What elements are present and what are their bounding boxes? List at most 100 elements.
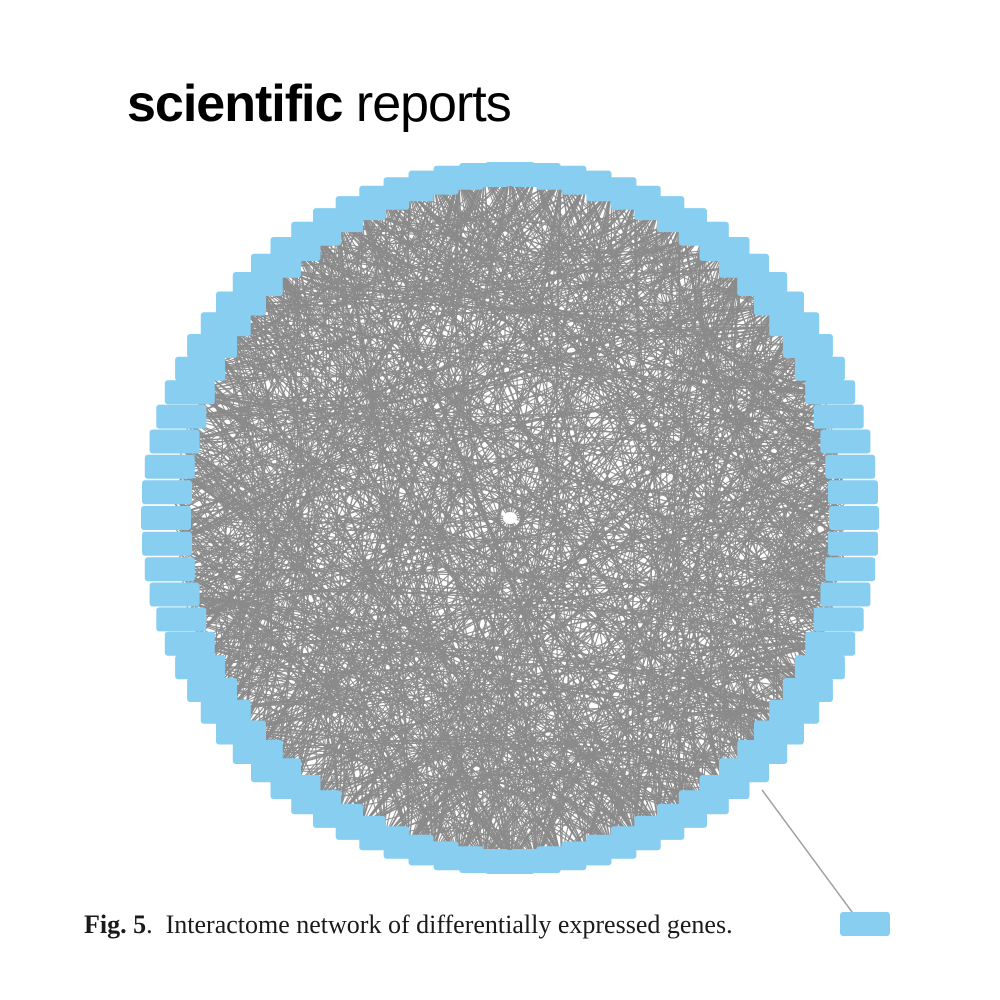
network-edge xyxy=(189,391,839,420)
network-edge xyxy=(240,174,485,309)
network-edge xyxy=(560,466,851,859)
caption-text: Interactome network of differentially ex… xyxy=(165,910,733,939)
gene-node xyxy=(805,380,856,405)
network-edge xyxy=(166,440,846,545)
network-edge xyxy=(174,593,274,713)
gene-node xyxy=(164,631,215,656)
network-edge xyxy=(670,695,795,817)
gene-node xyxy=(805,631,856,656)
network-edge xyxy=(483,174,846,442)
network-edge xyxy=(610,543,854,847)
network-edge xyxy=(257,739,745,771)
network-edge xyxy=(240,303,435,854)
gene-node xyxy=(828,480,878,505)
network-edge xyxy=(709,323,795,788)
network-edge xyxy=(180,323,278,620)
gene-node xyxy=(719,253,769,278)
network-edge xyxy=(240,303,511,863)
journal-title-bold: scientific xyxy=(127,75,343,133)
network-edge xyxy=(560,177,763,305)
network-edge xyxy=(181,265,296,418)
gene-node xyxy=(144,454,195,479)
network-edge xyxy=(165,517,267,753)
network-edge xyxy=(635,197,726,788)
network-edge xyxy=(166,283,267,493)
network-edge xyxy=(211,345,537,862)
network-edge xyxy=(165,517,854,545)
network-edge xyxy=(634,197,745,771)
network-edge xyxy=(257,283,485,862)
gene-node xyxy=(737,740,788,764)
gene-node xyxy=(142,531,192,556)
network-edge xyxy=(585,182,726,788)
network-edge xyxy=(634,197,726,788)
network-edge xyxy=(295,265,745,788)
network-edge xyxy=(275,742,683,817)
network-edge xyxy=(166,323,274,545)
network-edge xyxy=(560,177,839,418)
network-edge xyxy=(189,197,637,393)
network-edge xyxy=(408,188,725,254)
network-edge xyxy=(180,174,485,620)
network-edge xyxy=(212,177,460,347)
network-edge xyxy=(212,685,410,847)
network-edge xyxy=(189,440,846,645)
network-edge xyxy=(610,303,780,847)
network-edge xyxy=(225,323,851,570)
network-edge xyxy=(337,207,660,817)
gene-node xyxy=(794,655,845,680)
network-edge xyxy=(535,174,683,817)
network-edge xyxy=(658,265,745,828)
network-edge xyxy=(165,517,851,570)
network-edge xyxy=(629,197,660,240)
network-edge xyxy=(658,207,851,570)
network-edge xyxy=(174,593,795,713)
gene-node xyxy=(232,740,283,764)
gene-node xyxy=(200,699,251,724)
gene-node xyxy=(175,655,226,680)
network-edge xyxy=(607,189,683,270)
network-edge xyxy=(383,182,587,267)
network-edge xyxy=(166,543,562,859)
caption-separator: . xyxy=(146,910,166,939)
network-edge xyxy=(775,466,851,620)
network-edge xyxy=(211,189,612,691)
gene-node xyxy=(175,356,226,381)
network-edge xyxy=(610,189,705,803)
network-edge xyxy=(199,182,587,668)
network-edge xyxy=(560,727,780,859)
network-edge xyxy=(635,265,745,839)
network-edge xyxy=(199,368,809,691)
network-edge xyxy=(257,726,435,854)
network-edge xyxy=(189,174,485,645)
network-edge xyxy=(360,391,831,829)
gene-node xyxy=(251,758,301,783)
network-edge xyxy=(535,189,612,862)
network-edge xyxy=(174,587,846,596)
outlier-edge xyxy=(761,789,856,917)
network-edge xyxy=(169,568,249,713)
network-edge xyxy=(181,323,274,420)
network-edge xyxy=(165,517,273,733)
network-edge xyxy=(783,517,855,596)
network-edge xyxy=(408,788,537,862)
network-edge xyxy=(166,219,683,545)
gene-node xyxy=(156,404,207,429)
network-edge xyxy=(225,711,362,828)
network-edge xyxy=(315,233,460,859)
network-edge xyxy=(275,618,839,771)
journal-title: scientific reports xyxy=(127,70,512,138)
network-edge xyxy=(180,416,342,816)
gene-node xyxy=(813,607,864,632)
network-edge xyxy=(741,283,846,443)
figure-caption: Fig. 5. Interactome network of different… xyxy=(84,906,733,944)
network-edge xyxy=(174,441,435,854)
network-edge xyxy=(257,283,763,315)
network-edge xyxy=(165,345,242,519)
network-edge xyxy=(199,174,537,668)
network-edge xyxy=(535,368,821,862)
network-edge xyxy=(535,345,809,862)
gene-node xyxy=(142,480,192,505)
network-edge xyxy=(635,345,809,839)
